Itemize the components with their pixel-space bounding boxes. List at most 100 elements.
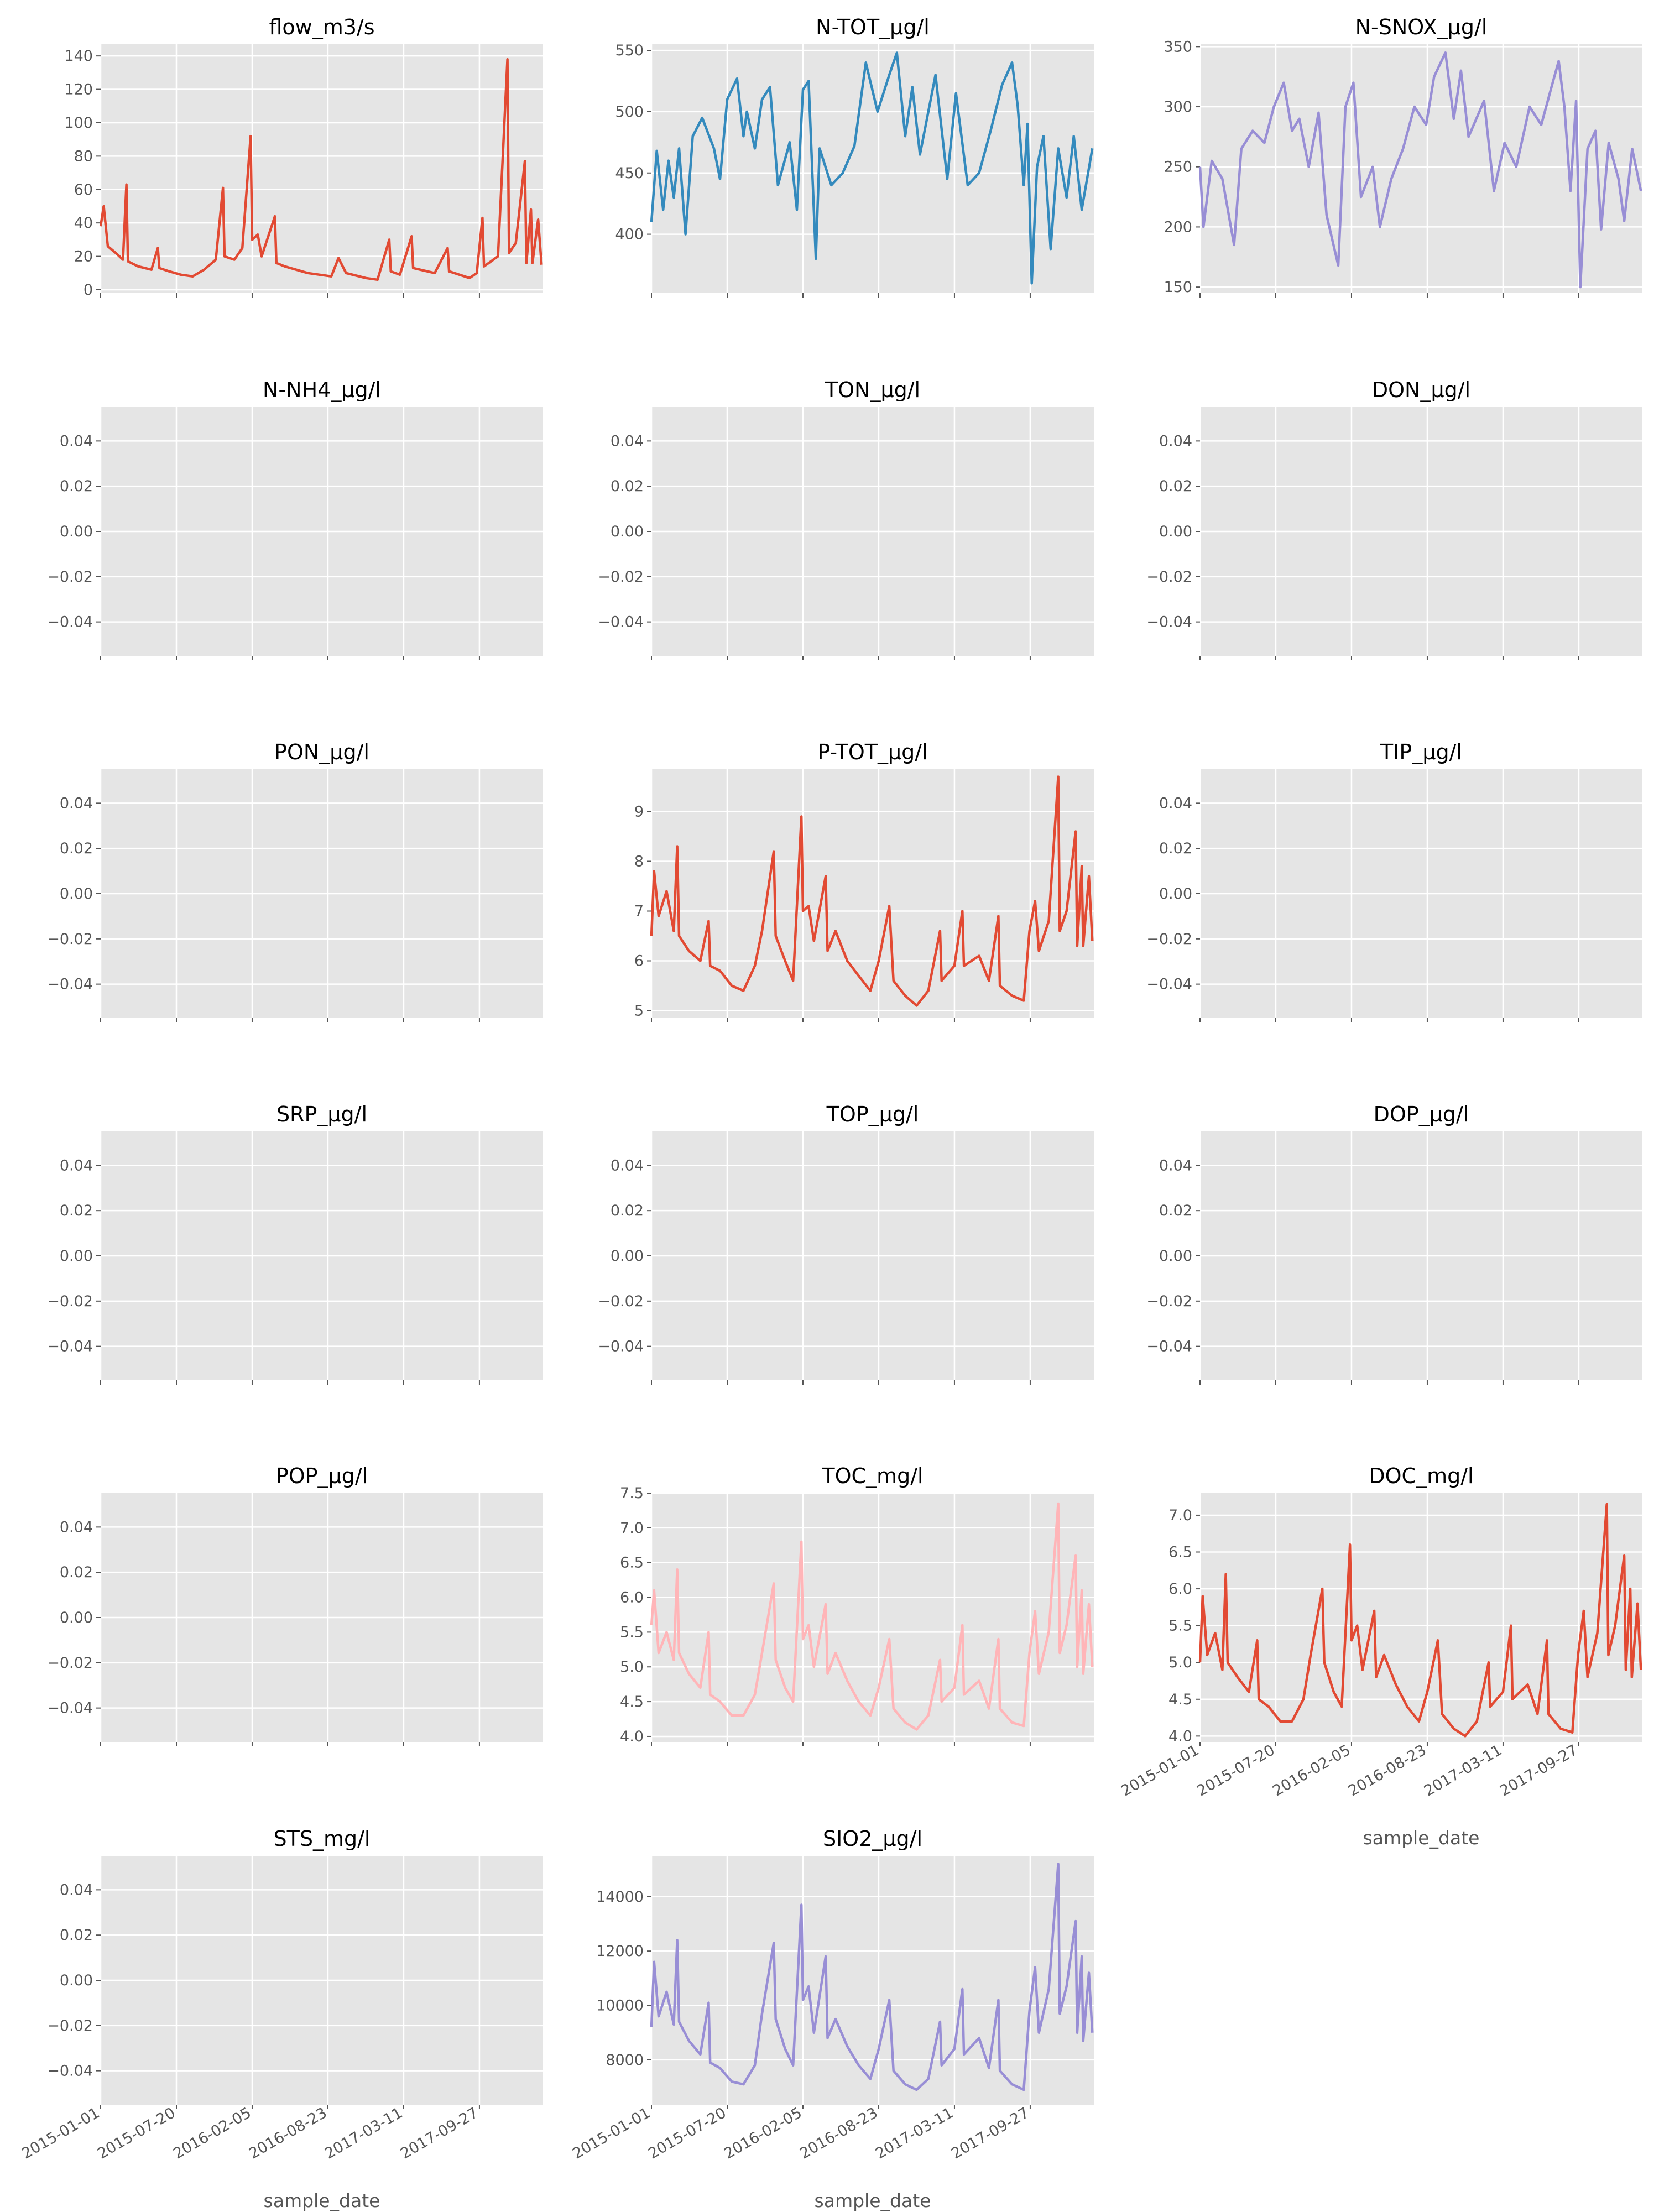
x-tick-label: 2016-02-05 [170, 2104, 254, 2162]
x-tick-label: 2017-03-11 [322, 2104, 405, 2162]
subplot: 2015-01-012015-07-202016-02-052016-08-23… [570, 1827, 1094, 2211]
subplot: 0.04 0.02 0.00 −0.02 −0.04 POP_µg/l [47, 1464, 543, 1746]
y-tick-label: 0.04 [60, 1519, 93, 1536]
subplot-title: DOC_mg/l [1369, 1464, 1473, 1488]
subplot-title: TIP_µg/l [1380, 740, 1462, 764]
y-tick-label: −0.04 [47, 2063, 93, 2080]
y-tick-label: 0.02 [1159, 478, 1192, 495]
y-tick-label: 14000 [596, 1888, 644, 1906]
series-line [99, 58, 543, 281]
y-tick-label: −0.04 [1146, 976, 1192, 993]
x-tick-label: 2015-07-20 [95, 2104, 178, 2162]
y-tick-label: 7 [634, 903, 644, 920]
y-tick-label: 9 [634, 804, 644, 821]
y-tick-label: 200 [1164, 218, 1192, 236]
subplot-title: DOP_µg/l [1374, 1102, 1469, 1126]
y-tick-label: 6.0 [620, 1589, 644, 1606]
series-line [1198, 51, 1642, 289]
subplot: 0.04 0.02 0.00 −0.02 −0.04 DOP_µg/l [1146, 1102, 1642, 1385]
y-tick-label: 5.0 [620, 1658, 644, 1676]
y-tick-label: −0.02 [598, 568, 644, 586]
series-line [1198, 1503, 1642, 1738]
subplot-title: TOC_mg/l [821, 1464, 923, 1488]
y-tick-label: 0.02 [60, 1564, 93, 1581]
plot-area [1200, 1493, 1642, 1742]
subplot: 2015-01-012015-07-202016-02-052016-08-23… [1118, 1464, 1642, 1849]
y-tick-label: 0.02 [60, 840, 93, 857]
subplot-title: TOP_µg/l [826, 1102, 919, 1126]
x-tick-label: 2016-08-23 [246, 2104, 330, 2162]
series-line [650, 51, 1094, 285]
subplot: 0 20 40 60 80 100 120 140 flow_m3/s [64, 15, 543, 299]
x-tick-label: 2017-03-11 [873, 2104, 956, 2162]
y-tick-label: 450 [615, 165, 644, 182]
y-tick-label: 0.04 [60, 432, 93, 450]
y-tick-label: 100 [64, 114, 93, 132]
y-tick-label: 0.04 [1159, 432, 1192, 450]
y-tick-label: 0.02 [1159, 840, 1192, 857]
x-tick-label: 2017-09-27 [1497, 1741, 1580, 1799]
y-tick-label: −0.02 [47, 931, 93, 948]
y-tick-label: 80 [74, 148, 93, 165]
y-tick-label: 0.02 [60, 1927, 93, 1944]
y-tick-label: −0.02 [1146, 568, 1192, 586]
subplot: 2015-01-012015-07-202016-02-052016-08-23… [19, 1827, 543, 2211]
subplot: 0.04 0.02 0.00 −0.02 −0.04 SRP_µg/l [47, 1102, 543, 1385]
y-tick-label: 550 [615, 42, 644, 59]
y-tick-label: −0.02 [1146, 931, 1192, 948]
y-tick-label: 300 [1164, 98, 1192, 116]
y-tick-label: 0.00 [1159, 523, 1192, 540]
y-tick-label: 0.00 [60, 1609, 93, 1626]
y-tick-label: 0.00 [60, 1972, 93, 1989]
subplot-title: SIO2_µg/l [823, 1827, 922, 1851]
plot-area [1200, 44, 1642, 293]
y-tick-label: 0.02 [1159, 1202, 1192, 1219]
x-tick-label: 2015-07-20 [645, 2104, 729, 2162]
y-tick-label: 40 [74, 215, 93, 232]
y-tick-label: −0.04 [598, 1338, 644, 1355]
y-tick-label: 350 [1164, 38, 1192, 55]
x-tick-label: 2016-02-05 [1270, 1741, 1353, 1799]
subplot-title: DON_µg/l [1372, 378, 1470, 402]
y-tick-label: 0.04 [60, 1881, 93, 1898]
y-tick-label: 6.0 [1168, 1580, 1192, 1598]
x-tick-label: 2016-08-23 [1345, 1741, 1429, 1799]
y-tick-label: −0.04 [47, 1338, 93, 1355]
x-tick-label: 2017-09-27 [398, 2104, 481, 2162]
y-tick-label: 0.04 [1159, 795, 1192, 812]
y-tick-label: 12000 [596, 1943, 644, 1960]
y-tick-label: 0.02 [611, 478, 644, 495]
x-tick-label: 2016-02-05 [721, 2104, 805, 2162]
y-tick-label: 0.00 [611, 1248, 644, 1265]
subplot: 4.0 4.5 5.0 5.5 6.0 6.5 7.0 7.5 TOC_mg/l [620, 1464, 1094, 1746]
y-tick-label: −0.04 [47, 1700, 93, 1717]
x-tick-label: 2016-08-23 [797, 2104, 880, 2162]
y-tick-label: 0.02 [611, 1202, 644, 1219]
x-tick-label: 2017-03-11 [1421, 1741, 1505, 1799]
y-tick-label: −0.04 [598, 614, 644, 631]
y-tick-label: 7.5 [620, 1485, 644, 1502]
y-tick-label: −0.02 [47, 568, 93, 586]
subplot-title: N-TOT_µg/l [816, 15, 930, 39]
subplot: 0.04 0.02 0.00 −0.02 −0.04 PON_µg/l [47, 740, 543, 1022]
y-tick-label: 4.5 [1168, 1691, 1192, 1708]
y-tick-label: 0.04 [60, 1157, 93, 1174]
plot-area [651, 1493, 1094, 1742]
y-tick-label: 7.0 [620, 1520, 644, 1537]
x-tick-label: 2015-07-20 [1194, 1741, 1277, 1799]
y-tick-label: 7.0 [1168, 1507, 1192, 1524]
y-tick-label: −0.02 [1146, 1293, 1192, 1310]
y-tick-label: −0.04 [1146, 1338, 1192, 1355]
y-tick-label: −0.02 [47, 2017, 93, 2034]
y-tick-label: 10000 [596, 1997, 644, 2014]
subplot-title: TON_µg/l [825, 378, 920, 402]
subplot: 5 6 7 8 9 P-TOT_µg/l [634, 740, 1094, 1022]
series-line [650, 1863, 1094, 2091]
series-line [650, 775, 1094, 1007]
y-tick-label: 400 [615, 226, 644, 243]
y-tick-label: 0.02 [60, 478, 93, 495]
y-tick-label: 0.00 [60, 1248, 93, 1265]
plot-area [101, 44, 543, 293]
x-tick-label: 2015-01-01 [570, 2104, 653, 2162]
y-tick-label: 60 [74, 181, 93, 199]
